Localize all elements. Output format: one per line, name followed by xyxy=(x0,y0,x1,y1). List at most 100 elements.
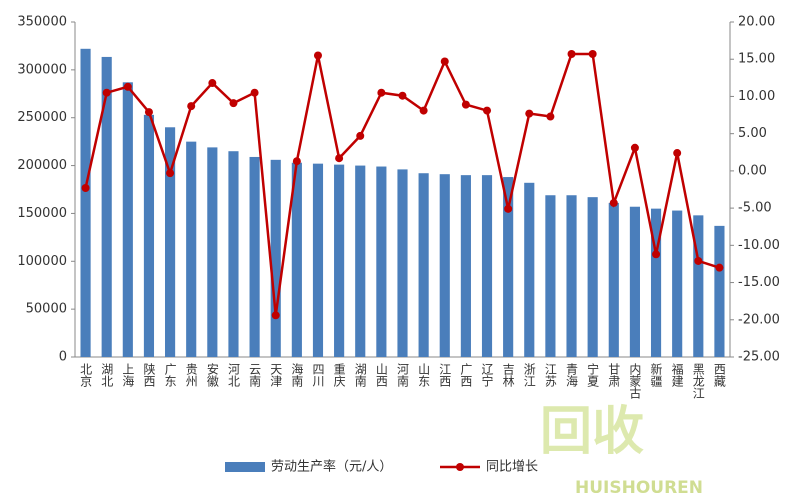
point xyxy=(652,250,661,259)
x-tick-label: 江西 xyxy=(438,363,452,387)
x-tick-label: 湖北 xyxy=(100,362,114,388)
x-tick-label: 江苏 xyxy=(543,363,557,387)
bar xyxy=(291,162,302,357)
point xyxy=(123,82,132,91)
y-tick-label: 200000 xyxy=(17,158,67,173)
legend-swatch xyxy=(456,463,464,471)
bar xyxy=(629,206,640,357)
x-tick-label: 安徽 xyxy=(205,362,219,387)
point xyxy=(546,112,555,121)
point xyxy=(504,204,513,213)
bar xyxy=(503,177,514,357)
bar xyxy=(439,174,450,357)
x-tick-label: 新疆 xyxy=(649,362,663,387)
bar xyxy=(355,165,366,357)
y2-tick-label: 10.00 xyxy=(738,89,775,104)
y2-tick-label: 0.00 xyxy=(738,163,767,178)
bar xyxy=(460,175,471,357)
x-tick-label: 山西 xyxy=(374,363,388,387)
bar xyxy=(186,141,197,357)
y-tick-label: 100000 xyxy=(17,254,67,269)
bar xyxy=(80,48,91,358)
x-tick-label: 浙江 xyxy=(522,363,536,387)
point xyxy=(673,149,682,158)
point xyxy=(166,169,175,178)
point xyxy=(398,91,407,100)
bar xyxy=(207,147,218,357)
bar xyxy=(270,159,281,357)
bar xyxy=(228,151,239,357)
y2-tick-label: -25.00 xyxy=(738,350,780,365)
x-tick-label: 内蒙古 xyxy=(628,363,642,399)
y-tick-label: 300000 xyxy=(17,62,67,77)
x-tick-label: 辽宁 xyxy=(480,363,494,387)
bar xyxy=(312,163,324,357)
point xyxy=(715,263,724,272)
x-tick-label: 甘肃 xyxy=(607,363,621,388)
point xyxy=(187,102,196,111)
point xyxy=(292,157,301,166)
x-tick-label: 湖南 xyxy=(353,362,367,387)
x-tick-label: 福建 xyxy=(670,362,684,388)
y2-tick-label: 20.00 xyxy=(738,15,775,30)
legend-swatch xyxy=(225,462,265,472)
y2-tick-label: 5.00 xyxy=(738,126,767,141)
point xyxy=(609,198,618,207)
x-tick-label: 北京 xyxy=(79,363,93,388)
bar xyxy=(608,202,619,357)
x-tick-label: 贵州 xyxy=(184,363,198,387)
y2-tick-label: -20.00 xyxy=(738,312,780,327)
y2-tick-label: -15.00 xyxy=(738,275,780,290)
point xyxy=(271,311,280,320)
x-tick-label: 青海 xyxy=(565,363,579,387)
bar xyxy=(249,156,260,357)
bar xyxy=(334,164,345,357)
point xyxy=(461,100,470,109)
bar xyxy=(714,225,725,357)
x-tick-label: 天津 xyxy=(269,363,283,387)
x-tick-label: 陕西 xyxy=(142,362,156,387)
bar xyxy=(165,127,176,358)
bar xyxy=(143,114,155,357)
point xyxy=(377,88,386,97)
point xyxy=(483,106,492,115)
bar xyxy=(524,182,535,357)
point xyxy=(102,88,111,97)
point xyxy=(313,51,322,60)
x-tick-label: 广东 xyxy=(163,363,177,387)
legend-label: 同比增长 xyxy=(486,460,538,475)
point xyxy=(208,79,217,88)
point xyxy=(250,88,259,97)
bar xyxy=(566,195,577,357)
point xyxy=(419,106,428,115)
point xyxy=(356,131,365,140)
bar xyxy=(650,208,662,357)
point xyxy=(525,109,534,118)
point xyxy=(630,143,639,152)
bar xyxy=(101,56,112,357)
x-tick-label: 山东 xyxy=(417,363,431,387)
x-tick-label: 吉林 xyxy=(501,363,515,387)
bar xyxy=(672,210,683,357)
x-tick-label: 海南 xyxy=(290,362,304,387)
x-tick-label: 云南 xyxy=(248,363,262,387)
x-tick-label: 上海 xyxy=(121,363,135,387)
point xyxy=(144,108,153,117)
point xyxy=(229,99,238,108)
point xyxy=(567,50,576,59)
watermark-sub: HUISHOUREN xyxy=(575,478,703,498)
point xyxy=(335,154,344,163)
watermark: 回收 xyxy=(540,402,644,462)
bar xyxy=(481,175,493,357)
point xyxy=(694,256,703,265)
bar xyxy=(122,82,133,358)
y2-tick-label: -10.00 xyxy=(738,238,780,253)
x-tick-label: 黑龙江 xyxy=(691,363,705,399)
point xyxy=(440,57,449,66)
y-tick-label: 350000 xyxy=(17,15,67,30)
y-tick-label: 250000 xyxy=(17,110,67,125)
bar xyxy=(545,195,556,357)
legend-label: 劳动生产率（元/人） xyxy=(271,459,392,475)
bar xyxy=(376,166,387,357)
